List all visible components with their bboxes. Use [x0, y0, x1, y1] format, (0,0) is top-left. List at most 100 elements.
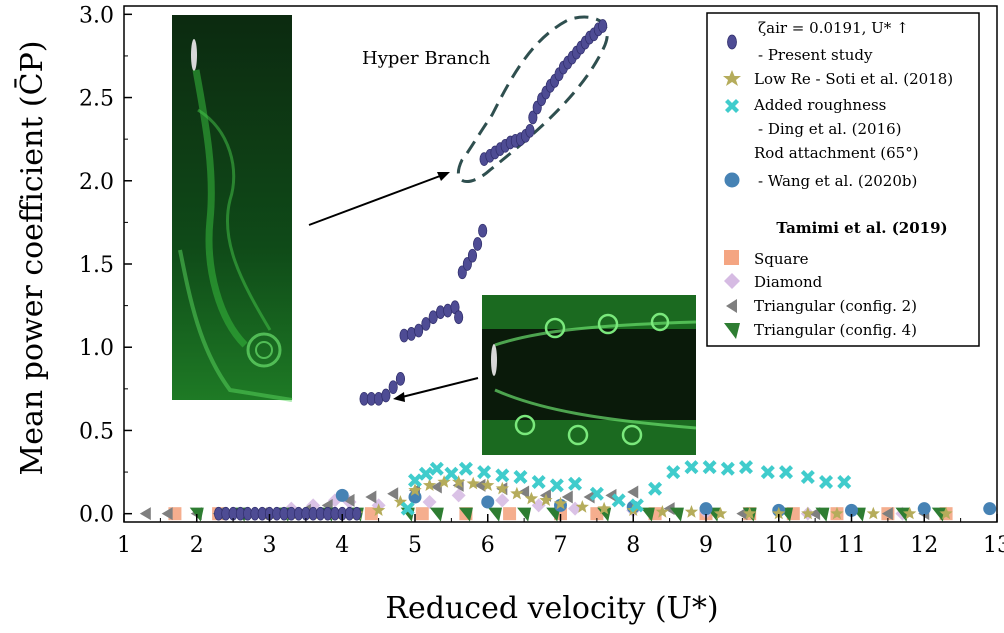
- x-tick-label: 3: [263, 533, 277, 558]
- point-tri-left: [387, 487, 399, 501]
- legend-label-square: Square: [754, 250, 809, 268]
- legend-marker-tri4: [724, 323, 740, 339]
- point-ellipse: [598, 19, 608, 33]
- point-star: [801, 506, 815, 520]
- point-star: [452, 475, 466, 488]
- point-tri-left: [881, 507, 893, 521]
- point-star: [539, 493, 553, 506]
- legend-marker-tri2: [726, 299, 737, 313]
- point-tri-down-left: [815, 507, 830, 522]
- point-x: [589, 486, 604, 501]
- point-star: [408, 483, 422, 496]
- x-tick-label: 4: [335, 533, 349, 558]
- point-x: [648, 481, 663, 496]
- point-tri-left: [139, 507, 151, 521]
- x-tick-label: 5: [408, 533, 422, 558]
- point-circle: [917, 502, 931, 516]
- point-tri-down-left: [429, 507, 444, 522]
- point-ellipse: [388, 380, 398, 395]
- point-ellipse: [467, 248, 478, 263]
- y-tick-label: 3.0: [79, 3, 114, 28]
- point-tri-left: [583, 490, 595, 504]
- point-star: [372, 503, 386, 516]
- point-x: [477, 465, 492, 480]
- point-x: [629, 498, 644, 513]
- legend-label-tri2: Triangular (config. 2): [754, 297, 917, 315]
- point-circle: [335, 488, 349, 502]
- point-star: [575, 500, 589, 513]
- x-tick-label: 7: [554, 533, 568, 558]
- legend-marker-roughness: [725, 99, 739, 113]
- x-tick-label: 1: [117, 533, 131, 558]
- point-star: [772, 506, 786, 520]
- legend-label-diamond: Diamond: [754, 273, 823, 291]
- legend-label-tri4: Triangular (config. 4): [754, 321, 917, 339]
- point-tri-left: [809, 507, 821, 521]
- legend-marker-square: [724, 250, 739, 265]
- point-tri-down-left: [669, 507, 684, 522]
- y-tick-label: 1.0: [79, 336, 114, 361]
- data-marks: [139, 19, 997, 522]
- point-diamond: [306, 498, 321, 513]
- point-x: [760, 465, 775, 480]
- x-tick-label: 11: [838, 533, 866, 558]
- point-tri-left: [561, 490, 573, 504]
- point-tri-left: [518, 485, 530, 499]
- point-square: [364, 507, 378, 521]
- y-tick-label: 2.5: [79, 87, 114, 112]
- point-ellipse: [473, 237, 483, 251]
- y-tick-label: 0.0: [79, 503, 114, 528]
- point-x: [666, 465, 681, 480]
- point-circle: [699, 502, 713, 516]
- point-tri-left: [474, 478, 486, 492]
- x-axis-label: Reduced velocity (U*): [385, 591, 718, 626]
- point-x: [429, 461, 444, 476]
- point-circle: [983, 502, 997, 516]
- x-tick-label: 2: [190, 533, 204, 558]
- legend-label-wang: - Wang et al. (2020b): [758, 172, 917, 190]
- point-x: [549, 478, 564, 493]
- point-star: [481, 478, 495, 491]
- x-tick-label: 13: [983, 533, 1004, 558]
- legend-label-roughness: Added roughness: [753, 96, 886, 114]
- point-tri-left: [430, 480, 442, 494]
- point-tri-left: [365, 490, 377, 504]
- legend: ζair = 0.0191, U* ↑ - Present study Low …: [706, 12, 980, 347]
- legend-label-present-study: - Present study: [758, 46, 873, 64]
- point-ellipse: [421, 317, 431, 331]
- x-tick-label: 6: [481, 533, 495, 558]
- legend-label-soti: Low Re - Soti et al. (2018): [754, 70, 953, 88]
- point-ellipse: [381, 388, 391, 403]
- point-ellipse: [395, 372, 405, 386]
- point-star: [437, 475, 451, 488]
- point-circle: [481, 495, 495, 509]
- legend-label-ding: - Ding et al. (2016): [758, 120, 902, 138]
- point-tri-left: [663, 502, 675, 516]
- x-tick-label: 12: [910, 533, 938, 558]
- point-tri-left: [343, 493, 355, 507]
- legend-header: ζair = 0.0191, U* ↑: [758, 19, 909, 37]
- flow-image-hyper-branch: [172, 15, 293, 402]
- point-ellipse: [454, 310, 464, 325]
- point-circle: [845, 503, 858, 517]
- point-ellipse: [525, 123, 535, 138]
- point-tri-left: [161, 507, 173, 521]
- point-star: [684, 505, 699, 518]
- point-ellipse: [414, 323, 424, 338]
- point-x: [513, 470, 528, 485]
- point-tri-down-left: [517, 507, 532, 522]
- point-star: [466, 476, 480, 490]
- point-star: [393, 495, 408, 508]
- x-tick-label: 8: [626, 533, 640, 558]
- point-x: [702, 460, 717, 475]
- point-x: [739, 460, 754, 475]
- legend-group-title: Tamimi et al. (2019): [776, 219, 947, 237]
- point-ellipse: [478, 223, 488, 238]
- point-tri-left: [605, 488, 617, 502]
- point-star: [743, 506, 757, 520]
- point-x: [720, 461, 735, 476]
- point-star: [495, 481, 509, 495]
- point-tri-left: [736, 507, 748, 521]
- point-tri-left: [627, 485, 639, 499]
- x-axis: 12345678910111213: [117, 514, 1004, 558]
